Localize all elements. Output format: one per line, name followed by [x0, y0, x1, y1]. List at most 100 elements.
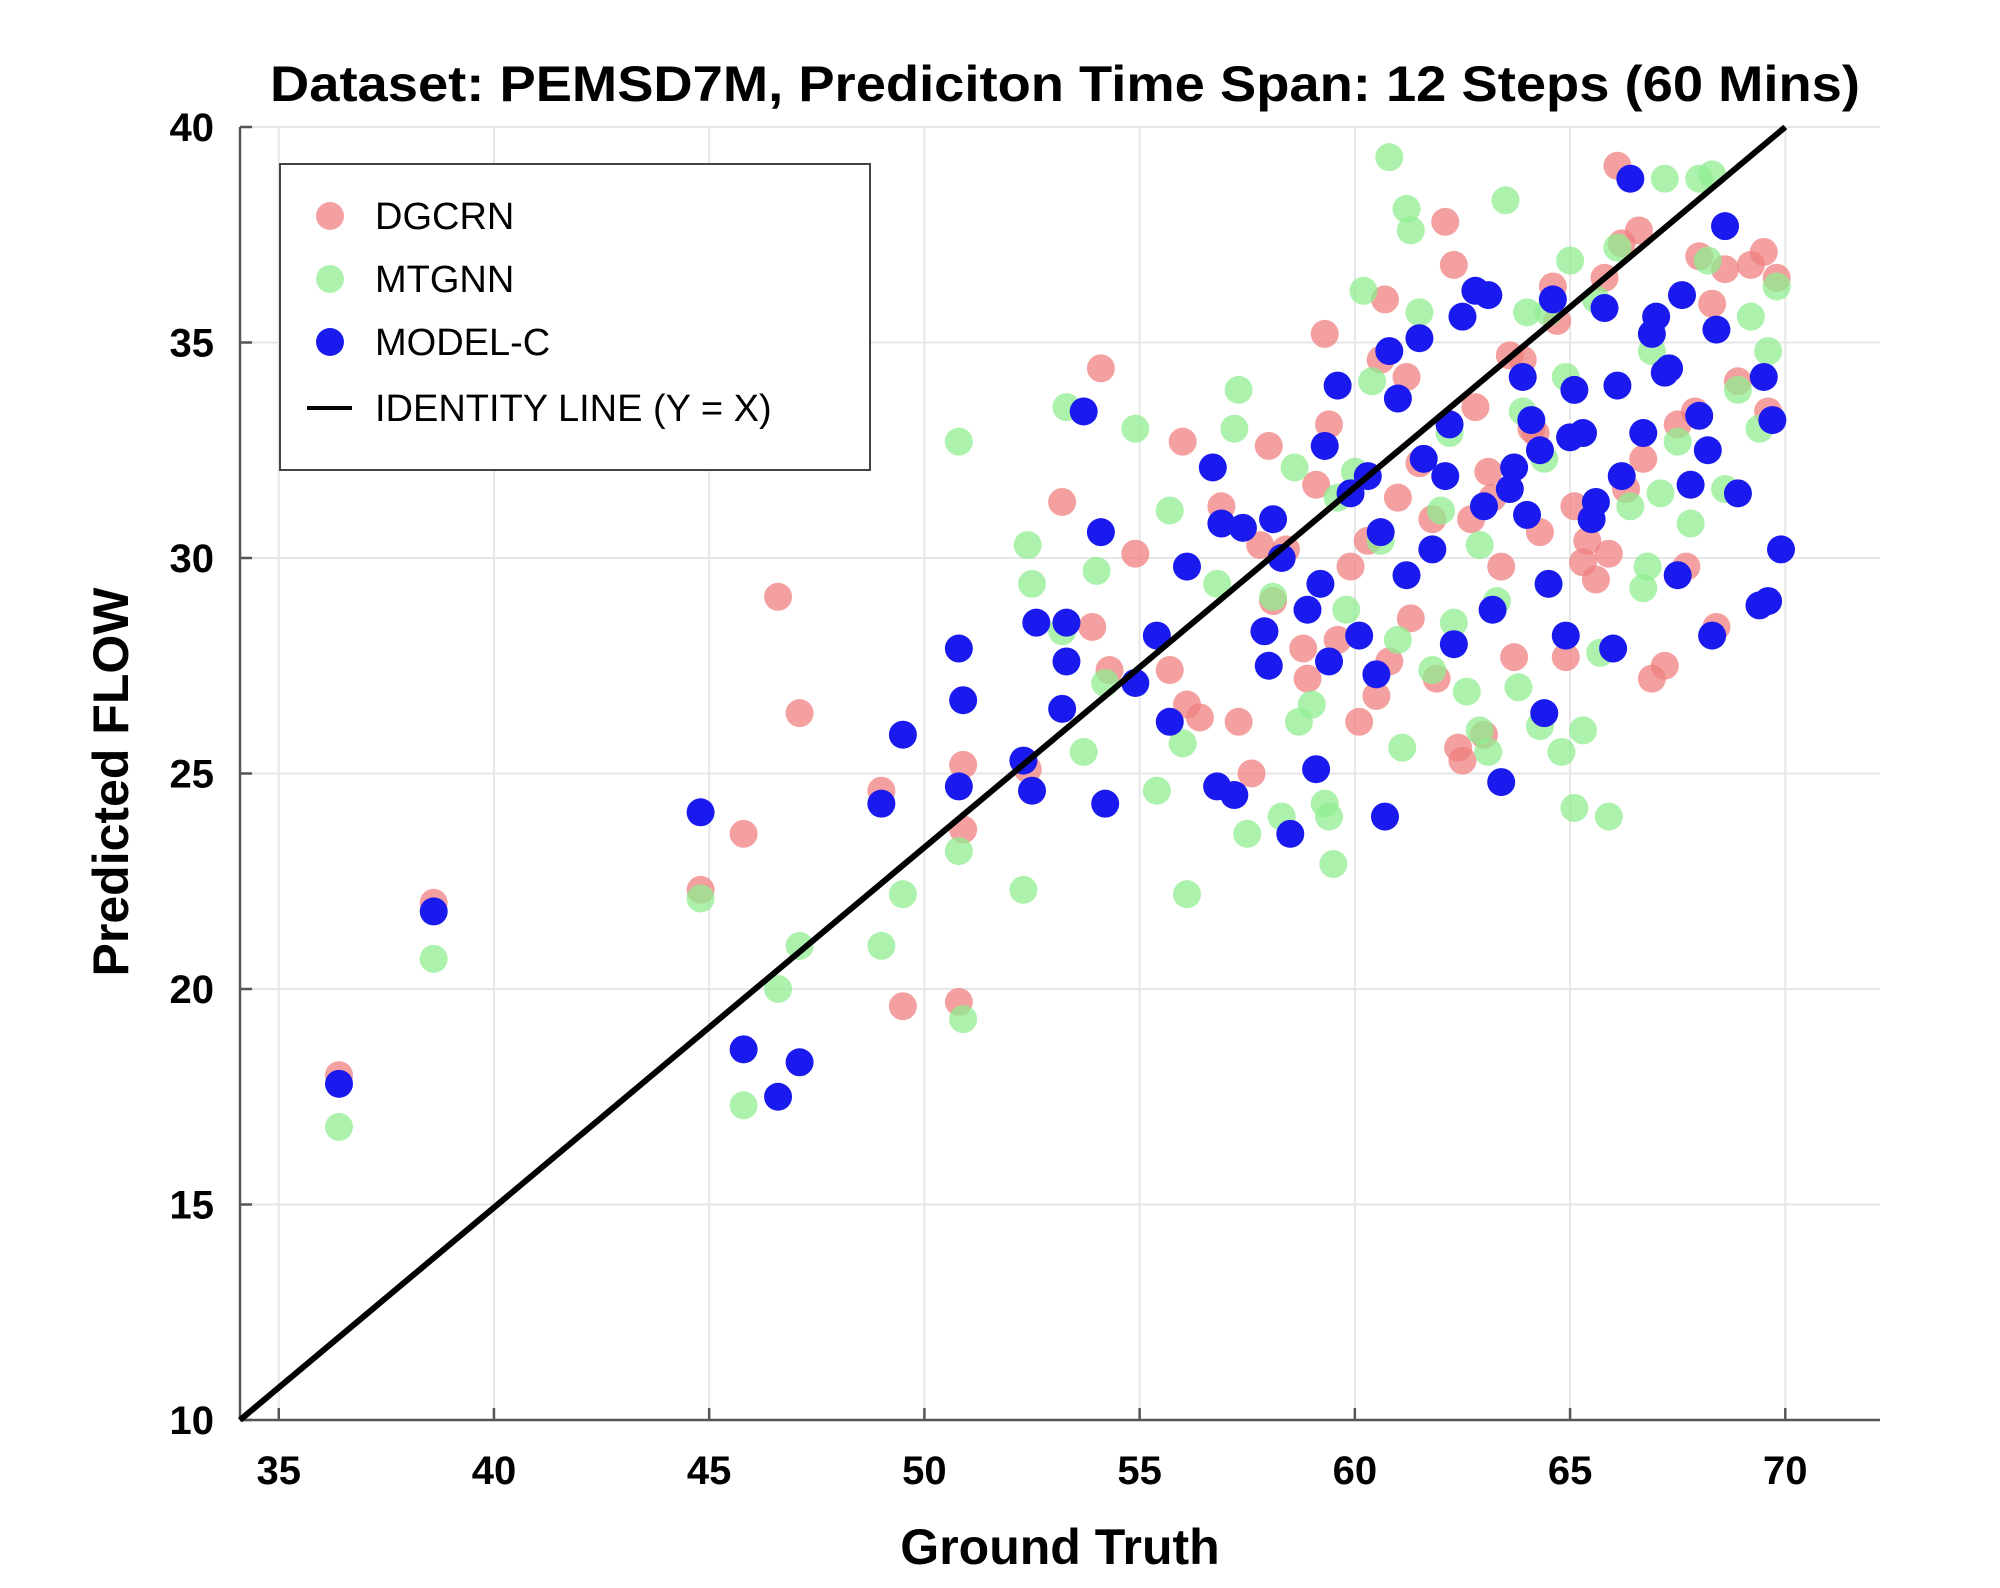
- point-1-17: [1082, 556, 1111, 585]
- legend-marker-2: [316, 328, 344, 356]
- point-1-75: [1762, 272, 1791, 301]
- point-1-68: [1676, 509, 1705, 538]
- point-2-98: [1655, 354, 1684, 383]
- point-2-42: [1362, 660, 1391, 689]
- point-1-23: [1168, 729, 1197, 758]
- point-2-57: [1508, 362, 1537, 391]
- point-0-19: [1168, 427, 1197, 456]
- point-2-82: [1766, 535, 1795, 564]
- axes: [238, 125, 1880, 1422]
- point-2-97: [1513, 500, 1542, 529]
- point-0-13: [1078, 612, 1107, 641]
- point-2-63: [1560, 375, 1589, 404]
- point-1-20: [1142, 776, 1171, 805]
- point-2-5: [785, 1048, 814, 1077]
- y-axis-label: Predicted FLOW: [83, 587, 139, 977]
- point-1-39: [1375, 143, 1404, 172]
- point-0-74: [1474, 457, 1503, 486]
- point-1-24: [1203, 569, 1232, 598]
- point-2-40: [1345, 621, 1374, 650]
- point-0-73: [1396, 604, 1425, 633]
- point-1-76: [1396, 216, 1425, 245]
- x-tick-label-0: 35: [256, 1449, 301, 1493]
- point-0-47: [1487, 552, 1516, 581]
- point-1-57: [1556, 246, 1585, 275]
- point-0-53: [1551, 643, 1580, 672]
- point-2-80: [1754, 587, 1783, 616]
- point-1-81: [1280, 453, 1309, 482]
- point-0-30: [1323, 625, 1352, 654]
- point-2-60: [1530, 699, 1559, 728]
- x-tick-label-2: 45: [687, 1449, 732, 1493]
- point-2-91: [1667, 281, 1696, 310]
- point-1-9: [944, 427, 973, 456]
- y-tick-label-2: 20: [170, 968, 215, 1012]
- point-1-44: [1418, 656, 1447, 685]
- point-1-21: [1155, 496, 1184, 525]
- x-tick-label-5: 60: [1333, 1449, 1378, 1493]
- point-0-72: [1444, 733, 1473, 762]
- point-1-0: [325, 1112, 354, 1141]
- point-1-13: [1013, 531, 1042, 560]
- point-2-96: [1306, 569, 1335, 598]
- point-1-45: [1426, 496, 1455, 525]
- point-1-58: [1560, 793, 1589, 822]
- point-1-27: [1233, 819, 1262, 848]
- legend: DGCRN MTGNN MODEL-C IDENTITY LINE (Y = X): [279, 163, 871, 471]
- point-2-66: [1590, 294, 1619, 323]
- y-tick-label-1: 15: [170, 1184, 215, 1228]
- point-0-38: [1392, 362, 1421, 391]
- point-1-28: [1259, 582, 1288, 611]
- point-2-56: [1500, 453, 1529, 482]
- point-0-3: [729, 819, 758, 848]
- point-2-61: [1538, 285, 1567, 314]
- point-0-23: [1237, 759, 1266, 788]
- point-2-13: [1022, 608, 1051, 637]
- point-0-37: [1383, 483, 1412, 512]
- point-2-46: [1392, 561, 1421, 590]
- point-0-35: [1370, 285, 1399, 314]
- point-1-34: [1319, 850, 1348, 879]
- point-1-1: [419, 944, 448, 973]
- point-1-16: [1069, 737, 1098, 766]
- point-2-2: [686, 798, 715, 827]
- point-2-90: [1577, 505, 1606, 534]
- point-1-43: [1405, 298, 1434, 327]
- point-1-72: [1723, 375, 1752, 404]
- point-2-86: [1642, 302, 1671, 331]
- point-2-74: [1685, 401, 1714, 430]
- point-2-7: [888, 720, 917, 749]
- point-2-8: [944, 772, 973, 801]
- point-2-43: [1370, 802, 1399, 831]
- point-2-55: [1487, 768, 1516, 797]
- point-0-17: [1155, 656, 1184, 685]
- point-2-50: [1439, 630, 1468, 659]
- legend-label-2: MODEL-C: [375, 322, 550, 364]
- point-2-36: [1310, 431, 1339, 460]
- point-2-73: [1676, 470, 1705, 499]
- point-1-19: [1121, 414, 1150, 443]
- point-0-28: [1310, 319, 1339, 348]
- point-2-29: [1250, 617, 1279, 646]
- point-0-9: [949, 750, 978, 779]
- point-2-28: [1228, 513, 1257, 542]
- point-1-8: [944, 837, 973, 866]
- point-2-0: [325, 1069, 354, 1098]
- point-2-12: [1018, 776, 1047, 805]
- point-0-4: [764, 582, 793, 611]
- point-2-3: [729, 1035, 758, 1064]
- point-1-89: [1693, 246, 1722, 275]
- x-axis-label: Ground Truth: [900, 1519, 1219, 1575]
- point-2-69: [1629, 419, 1658, 448]
- point-2-27: [1220, 781, 1249, 810]
- point-2-99: [1556, 423, 1585, 452]
- x-tick-label-6: 65: [1548, 1449, 1593, 1493]
- y-tick-label-3: 25: [170, 753, 215, 797]
- point-2-81: [1758, 406, 1787, 435]
- point-0-29: [1315, 410, 1344, 439]
- point-1-62: [1603, 233, 1632, 262]
- point-0-5: [785, 699, 814, 728]
- point-0-84: [1594, 539, 1623, 568]
- point-1-59: [1568, 716, 1597, 745]
- series-model-c: [325, 164, 1795, 1111]
